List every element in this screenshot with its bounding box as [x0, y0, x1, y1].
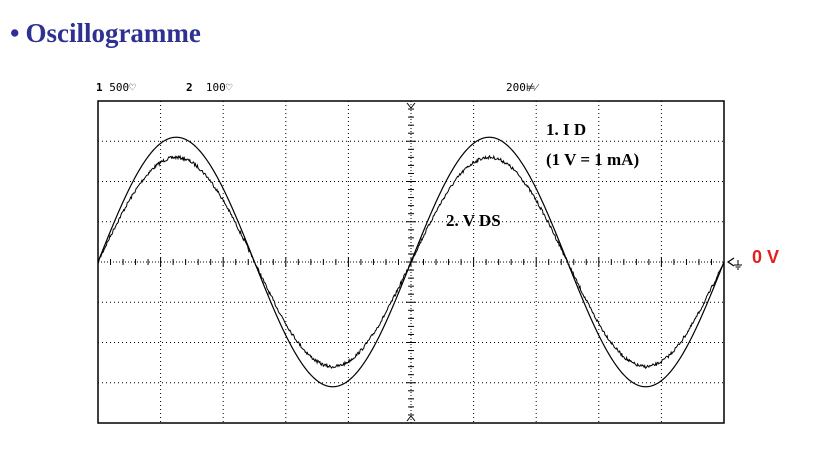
- trigger-bottom-mark: [406, 415, 416, 422]
- ch1-scale: 500♡: [109, 81, 136, 94]
- trace1-unit-note: (1 V = 1 mA): [546, 150, 640, 169]
- trigger-top-mark: [406, 102, 416, 109]
- ch1-header: 1 500♡: [96, 81, 136, 94]
- ch2-scale: 100♡: [205, 81, 233, 94]
- ch1-number: 1: [96, 81, 103, 94]
- title-text: Oscillogramme: [25, 18, 201, 48]
- ch2-header: 2 100♡: [186, 81, 232, 94]
- slide-title: • Oscillogramme: [10, 18, 201, 49]
- trace2-label: 2. V DS: [446, 211, 501, 230]
- timebase-label: 200⊭⁄: [506, 81, 538, 94]
- traces: [97, 136, 725, 388]
- trace1-label: 1. I D: [546, 120, 587, 139]
- trace-2: [97, 154, 725, 369]
- ch2-number: 2: [186, 81, 193, 94]
- zero-marker: [726, 257, 742, 270]
- title-bullet: •: [10, 18, 20, 48]
- zero-volt-label: 0 V: [752, 247, 780, 267]
- zero-arrow: [726, 257, 735, 267]
